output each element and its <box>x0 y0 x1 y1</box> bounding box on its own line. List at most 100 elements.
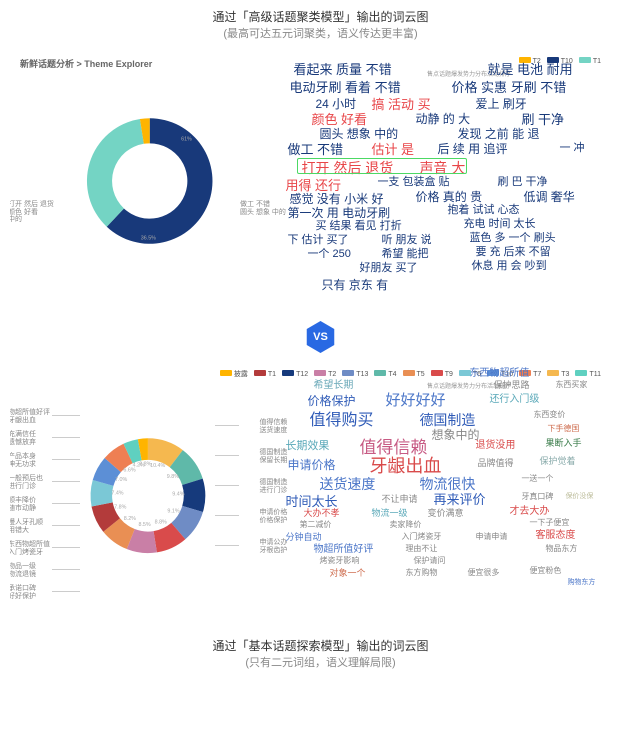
cloud-word: 便宜粉色 <box>529 567 561 575</box>
cloud-word: 便宜很多 <box>467 569 499 577</box>
cloud-word: 价格 实惠 牙刷 不错 <box>451 81 566 94</box>
cloud-word: 圆头 想象 中的 <box>319 128 398 140</box>
cloud-word: 再来评价 <box>433 493 485 506</box>
cloud-word: 时间太长 <box>285 495 337 508</box>
cloud-word: 买 结果 看见 打折 <box>315 221 401 232</box>
cloud-word: 一个 250 <box>307 249 350 260</box>
cloud-word: 蓝色 多 一个 刷头 <box>469 233 555 244</box>
cloud-word: 一支 包装盒 贴 <box>377 177 449 188</box>
cloud-word: 牙龈出血 <box>369 457 441 475</box>
cloud-word: 东西变价 <box>533 411 565 419</box>
cloud-word: 低调 奢华 <box>523 191 574 203</box>
cloud-word: 理由不让 <box>405 545 437 553</box>
svg-text:8.5%: 8.5% <box>138 522 150 528</box>
cloud-word: 长期效果 <box>285 441 329 452</box>
bottom-title: 通过「基本话题探索模型」输出的词云图 <box>0 637 641 654</box>
svg-text:8.2%: 8.2% <box>124 516 136 522</box>
svg-text:9.8%: 9.8% <box>167 474 179 480</box>
cloud-word: 好朋友 买了 <box>359 263 417 274</box>
donut-label: 值得信赖 送货速度 <box>259 419 287 434</box>
panel-basic: 披露T1T12T2T13T4T5T9T6T10T7T3T11 售点话题爆发势力分… <box>10 363 631 623</box>
cloud-word: 充电 时间 太长 <box>463 219 535 230</box>
cloud-word: 卖家降价 <box>389 521 421 529</box>
wordcloud-bottom: 东西物超所值希望长期保护思路东西买家价格保护好好好好还行入门级值得购买德国制造东… <box>289 363 631 623</box>
cloud-word: 值得信赖 <box>359 439 427 456</box>
cloud-word: 申请价格 <box>287 459 335 471</box>
donut-label: 产品本身 神无功求 <box>10 453 36 468</box>
cloud-word: 保护请问 <box>413 557 445 565</box>
cloud-word: 才去大办 <box>509 507 549 517</box>
svg-text:36.5%: 36.5% <box>141 235 156 241</box>
cloud-word: 听 朋友 说 <box>381 235 431 246</box>
cloud-word: 牙真口碑 <box>521 493 553 501</box>
cloud-word: 退货没用 <box>475 441 515 451</box>
cloud-word: 做工 不错 <box>287 143 343 156</box>
cloud-word: 第二减价 <box>299 521 331 529</box>
donut-label: 物超所值好评 牙龈出血 <box>10 409 50 424</box>
cloud-word: 东方购物 <box>405 569 437 577</box>
svg-text:7.8%: 7.8% <box>114 504 126 510</box>
cloud-word: 品牌值得 <box>477 459 513 468</box>
cloud-word: 物超所值好评 <box>313 545 373 555</box>
cloud-word: 看起来 质量 不错 <box>293 63 391 76</box>
cloud-word: 好好好好 <box>385 393 445 408</box>
cloud-word: 变价满意 <box>427 509 463 518</box>
cloud-word: 德国制造 <box>419 413 475 427</box>
highlight-box <box>297 158 467 174</box>
cloud-word: 价格保护 <box>307 395 355 407</box>
cloud-word: 下 估计 买了 <box>287 235 348 246</box>
cloud-word: 价格 真的 贵 <box>415 191 482 203</box>
cloud-word: 还行入门级 <box>489 395 539 405</box>
cloud-word: 果断入手 <box>545 439 581 448</box>
donut-label: 物品一级 物流退镜 <box>10 563 36 578</box>
cloud-word: 大办不孝 <box>303 509 339 518</box>
cloud-word: 东西物超所值 <box>469 369 529 379</box>
cloud-word: 刷 干净 <box>521 113 564 126</box>
cloud-word: 一 冲 <box>559 143 584 154</box>
donut-label: 申请价格 价格保护 <box>259 509 287 524</box>
cloud-word: 一送一个 <box>521 475 553 483</box>
cloud-word: 就是 电池 耐用 <box>487 63 572 76</box>
donut-label: 德国制造 保留长期 <box>259 449 287 464</box>
svg-text:9.1%: 9.1% <box>167 508 179 514</box>
donut-label: 承诺口碑 好好保护 <box>10 585 36 600</box>
cloud-word: 送货速度 <box>319 477 375 491</box>
cloud-word: 入门烤瓷牙 <box>401 533 441 541</box>
svg-text:10.4%: 10.4% <box>150 463 165 469</box>
donut-label: 充满信任 遗憾放弃 <box>10 431 36 446</box>
cloud-word: 保护思路 <box>493 381 529 390</box>
cloud-word: 感觉 没有 小米 好 <box>289 193 383 205</box>
donut-label: 打开 然后 退货 颜色 好看 中的 <box>10 201 54 224</box>
cloud-word: 刷 巴 干净 <box>497 177 547 188</box>
donut-label: 做工 不错 圆头 想象 中的 <box>240 201 286 216</box>
svg-text:8.8%: 8.8% <box>155 519 167 525</box>
wordcloud-top: 看起来 质量 不错 就是 电池 耐用电动牙刷 看着 不错 价格 实惠 牙刷 不错 24… <box>289 51 631 311</box>
cloud-word: 一下子便宜 <box>529 519 569 527</box>
cloud-word: 东西买家 <box>555 381 587 389</box>
cloud-word: 保护觉着 <box>539 457 575 466</box>
vs-hex-icon: VS <box>305 321 337 353</box>
cloud-word: 物品东方 <box>545 545 577 553</box>
cloud-word: 24 小时 <box>315 98 356 110</box>
cloud-word: 客服态度 <box>535 531 575 541</box>
cloud-word: 希望 能把 <box>381 249 428 260</box>
svg-text:7.4%: 7.4% <box>111 490 123 496</box>
cloud-word: 抱着 试试 心态 <box>447 205 519 216</box>
vs-badge: VS <box>0 321 641 353</box>
cloud-word: 第一次 用 电动牙刷 <box>287 207 390 219</box>
cloud-word: 物流一级 <box>371 509 407 518</box>
cloud-word: 估计 是 <box>371 143 414 156</box>
svg-text:9.4%: 9.4% <box>172 491 184 497</box>
cloud-word: 用得 还行 <box>285 179 341 192</box>
cloud-word: 值得购买 <box>309 413 373 429</box>
donut-label: 东西物超所值 入门烤瓷牙 <box>10 541 50 556</box>
cloud-word: 对象一个 <box>329 569 365 578</box>
cloud-word: 购物东方 <box>567 579 595 586</box>
cloud-word: 爱上 刷牙 <box>475 98 526 110</box>
cloud-word: 动静 的 大 <box>415 113 470 125</box>
cloud-word: 电动牙刷 看着 不错 <box>289 81 400 94</box>
donut-label: 慢人牙孔顺 用错大 <box>10 519 43 534</box>
cloud-word: 后 续 用 追评 <box>437 143 507 155</box>
cloud-word: 分钟自动 <box>285 533 321 542</box>
cloud-word: 烤瓷牙影响 <box>319 557 359 565</box>
